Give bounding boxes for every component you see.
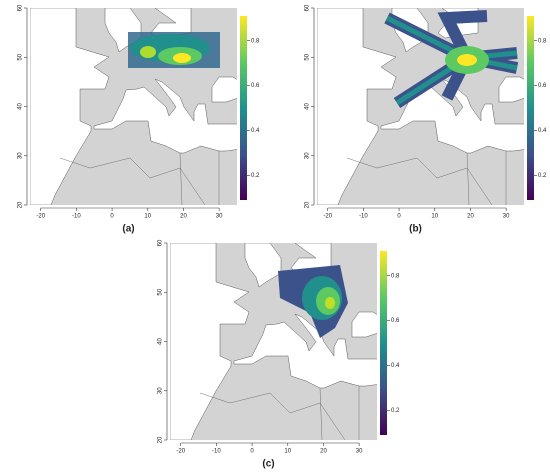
x-tick-label: 30 — [356, 449, 363, 455]
y-tick-label: 50 — [18, 53, 24, 60]
y-tick-label: 60 — [305, 4, 311, 11]
x-tick-label: 30 — [216, 214, 223, 220]
y-tick-label: 20 — [158, 436, 164, 443]
y-tick-label: 30 — [305, 152, 311, 159]
colorbar-tick-label: 0.8 — [251, 38, 260, 44]
panel-label: (a) — [122, 224, 134, 235]
panel-label: (b) — [409, 224, 422, 235]
y-tick-label: 40 — [305, 103, 311, 110]
x-tick-label: 10 — [431, 214, 438, 220]
x-tick-label: 20 — [180, 214, 187, 220]
x-tick-label: 30 — [503, 214, 510, 220]
y-tick-label: 40 — [18, 103, 24, 110]
colorbar-tick-label: 0.4 — [391, 363, 400, 369]
x-tick-label: -20 — [176, 449, 185, 455]
y-tick-label: 50 — [158, 288, 164, 295]
colorbar-tick-label: 0.2 — [538, 173, 547, 179]
colorbar-tick-label: 0.2 — [391, 408, 400, 414]
x-tick-label: 0 — [397, 214, 401, 220]
x-tick-label: -20 — [36, 214, 45, 220]
x-tick-label: 0 — [250, 449, 254, 455]
y-tick-label: 60 — [18, 4, 24, 11]
colorbar-tick-label: 0.6 — [391, 318, 400, 324]
colorbar-tick-label: 0.8 — [538, 38, 547, 44]
x-tick-label: 10 — [284, 449, 291, 455]
x-tick-label: 20 — [467, 214, 474, 220]
colorbar-tick-label: 0.6 — [251, 83, 260, 89]
y-tick-label: 50 — [305, 53, 311, 60]
colorbar — [527, 16, 534, 200]
colorbar-tick-label: 0.4 — [538, 128, 547, 134]
y-tick-label: 30 — [18, 152, 24, 159]
y-tick-label: 20 — [305, 201, 311, 208]
panel-label: (c) — [262, 459, 274, 470]
map-c — [170, 243, 381, 440]
colorbar — [240, 16, 247, 200]
colorbar-tick-label: 0.6 — [538, 83, 547, 89]
x-tick-label: 20 — [320, 449, 327, 455]
colorbar-tick-label: 0.8 — [391, 273, 400, 279]
x-tick-label: -10 — [212, 449, 221, 455]
colorbar-tick-label: 0.2 — [251, 173, 260, 179]
y-tick-label: 40 — [158, 338, 164, 345]
y-tick-label: 20 — [18, 201, 24, 208]
x-tick-label: -10 — [72, 214, 81, 220]
colorbar — [380, 251, 387, 435]
x-tick-label: 0 — [110, 214, 114, 220]
y-tick-label: 60 — [158, 239, 164, 246]
x-tick-label: -20 — [323, 214, 332, 220]
colorbar-tick-label: 0.4 — [251, 128, 260, 134]
heatmap-a — [128, 32, 220, 68]
x-tick-label: 10 — [144, 214, 151, 220]
y-tick-label: 30 — [158, 387, 164, 394]
x-tick-label: -10 — [359, 214, 368, 220]
